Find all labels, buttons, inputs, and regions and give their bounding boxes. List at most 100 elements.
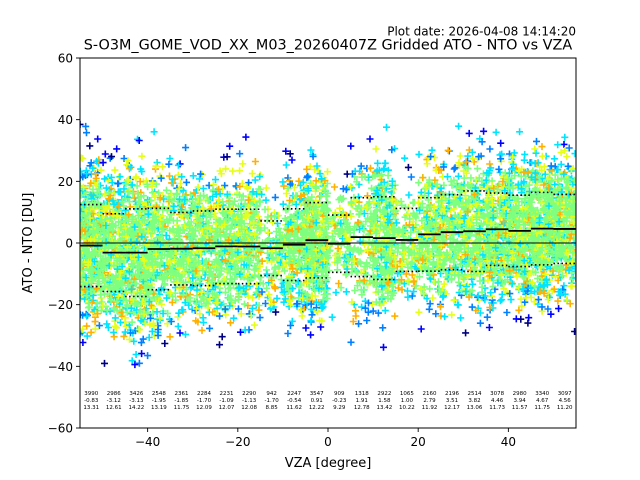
- scatter-point-marker: [404, 287, 411, 295]
- scatter-point-marker: [101, 175, 109, 183]
- scatter-point-marker: [298, 312, 306, 320]
- scatter-point-marker: [431, 154, 438, 162]
- scatter-point-marker: [107, 297, 115, 304]
- scatter-point-marker: [91, 318, 99, 326]
- scatter-point-marker: [138, 233, 146, 241]
- scatter-point-marker: [102, 184, 110, 192]
- scatter-point-marker: [405, 191, 413, 199]
- scatter-point-marker: [132, 218, 140, 226]
- scatter-point-marker: [92, 174, 100, 182]
- scatter-point-marker: [115, 202, 123, 210]
- scatter-point-marker: [106, 284, 114, 292]
- scatter-point-marker: [132, 173, 140, 181]
- scatter-point-marker: [123, 161, 131, 169]
- scatter-point-marker: [456, 152, 464, 160]
- scatter-point-marker: [124, 188, 132, 196]
- scatter-point-marker: [183, 178, 190, 186]
- scatter-point-marker: [131, 361, 139, 369]
- scatter-point-marker: [304, 172, 312, 180]
- scatter-point-marker: [113, 324, 120, 332]
- scatter-point-marker: [444, 173, 451, 181]
- scatter-point-marker: [206, 324, 214, 332]
- scatter-point-marker: [336, 204, 344, 212]
- scatter-point-marker: [448, 311, 456, 319]
- scatter-point-marker: [120, 155, 128, 162]
- scatter-point-marker: [136, 178, 144, 185]
- scatter-point-marker: [87, 235, 95, 243]
- scatter-point-marker: [363, 317, 371, 324]
- scatter-point-marker: [256, 186, 264, 193]
- scatter-point-marker: [136, 259, 144, 267]
- scatter-point-marker: [111, 166, 119, 174]
- scatter-point-marker: [103, 320, 111, 328]
- scatter-point-marker: [140, 192, 148, 200]
- scatter-point-marker: [473, 165, 481, 173]
- scatter-point-marker: [132, 351, 140, 358]
- scatter-point-marker: [129, 213, 137, 221]
- scatter-point-marker: [271, 193, 279, 201]
- scatter-point-marker: [101, 190, 109, 198]
- scatter-point-marker: [114, 292, 122, 300]
- scatter-point-marker: [130, 231, 138, 239]
- scatter-point-marker: [80, 212, 86, 220]
- scatter-point-marker: [90, 258, 98, 266]
- scatter-point-marker: [80, 339, 87, 346]
- scatter-point-marker: [80, 278, 87, 286]
- scatter-point-marker: [111, 314, 119, 322]
- scatter-point-marker: [86, 214, 94, 222]
- scatter-point-marker: [153, 159, 161, 166]
- scatter-point-marker: [144, 352, 152, 360]
- scatter-point-marker: [83, 170, 91, 178]
- scatter-point-marker: [226, 142, 234, 150]
- scatter-point-marker: [114, 180, 122, 188]
- scatter-point-marker: [94, 135, 102, 143]
- scatter-point-marker: [82, 122, 90, 130]
- scatter-point-marker: [122, 274, 130, 282]
- scatter-point-marker: [150, 128, 158, 136]
- scatter-point-marker: [135, 137, 143, 144]
- scatter-point-marker: [101, 264, 108, 271]
- scatter-point-marker: [450, 165, 458, 173]
- scatter-point-marker: [476, 319, 484, 327]
- scatter-point-marker: [140, 310, 148, 318]
- scatter-point-marker: [94, 226, 102, 234]
- scatter-point-marker: [342, 288, 350, 296]
- scatter-point-marker: [105, 202, 113, 210]
- scatter-point-marker: [129, 296, 137, 304]
- scatter-point-marker: [121, 328, 129, 336]
- scatter-point-marker: [110, 328, 118, 336]
- scatter-point-marker: [89, 164, 97, 172]
- scatter-points: [80, 120, 576, 369]
- scatter-point-marker: [102, 203, 110, 211]
- scatter-point-marker: [121, 195, 129, 203]
- scatter-point-marker: [108, 273, 116, 281]
- scatter-point-marker: [131, 194, 138, 202]
- scatter-point-marker: [102, 222, 110, 229]
- scatter-point-marker: [241, 300, 248, 308]
- scatter-point-marker: [128, 357, 136, 365]
- scatter-point-marker: [104, 324, 112, 332]
- scatter-point-marker: [130, 337, 138, 345]
- scatter-point-marker: [503, 309, 511, 316]
- scatter-point-marker: [101, 150, 109, 158]
- scatter-point-marker: [82, 246, 90, 254]
- scatter-point-marker: [137, 289, 145, 297]
- scatter-point-marker: [80, 154, 85, 162]
- scatter-point-marker: [97, 166, 105, 174]
- scatter-point-marker: [347, 142, 355, 150]
- scatter-point-marker: [176, 329, 184, 337]
- scatter-point-marker: [125, 211, 133, 219]
- scatter-point-marker: [80, 251, 85, 259]
- scatter-point-marker: [147, 197, 155, 204]
- scatter-point-marker: [109, 223, 117, 231]
- scatter-point-marker: [95, 210, 103, 218]
- scatter-point-marker: [248, 170, 256, 178]
- scatter-point-marker: [91, 306, 99, 314]
- scatter-point-marker: [88, 298, 96, 306]
- scatter-point-marker: [307, 331, 315, 339]
- scatter-point-marker: [456, 282, 464, 290]
- scatter-point-marker: [136, 274, 144, 282]
- scatter-point-marker: [415, 150, 423, 158]
- scatter-point-marker: [401, 154, 409, 162]
- scatter-point-marker: [141, 319, 149, 327]
